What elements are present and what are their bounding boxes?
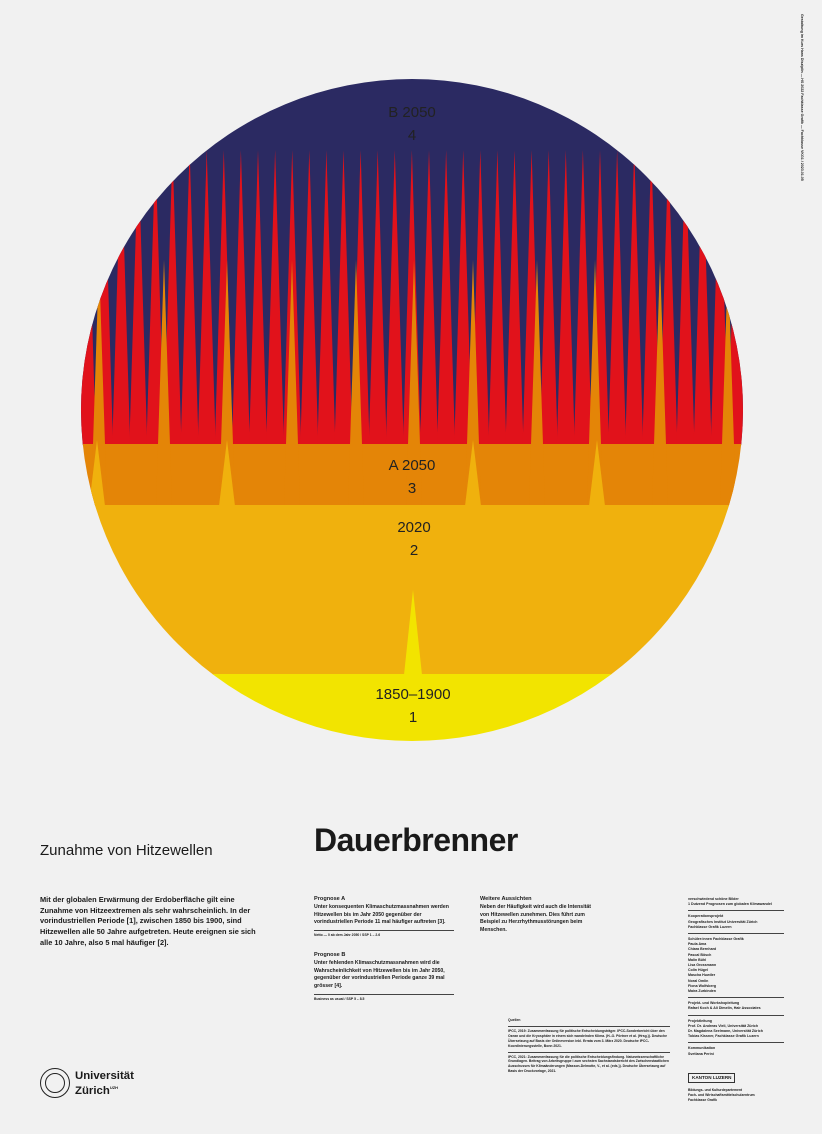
spike [89,440,105,506]
spike [573,150,592,446]
source-item: IPCC, 2019: Zusammenfassung für politisc… [508,1025,670,1049]
credit-group: Projektleitung Prof. Dr. Andreas Vieli, U… [688,1014,784,1040]
prognose-b-note: Business as usual / SSP 5 – 8.5 [314,994,454,1002]
spike [693,150,712,446]
spike [156,260,172,506]
spike [589,440,605,506]
vertical-note: Gestaltung im Kurs Hans Disziplin — HS 2… [800,14,804,181]
spike [420,150,438,446]
kanton-line: Fachklasse Grafik [688,1097,718,1102]
spike [710,150,729,446]
heatwave-circle-graphic [81,79,743,741]
spike [146,150,165,446]
spike [539,150,558,446]
credit-group: Projekt- und Workshopleitung Rafael Koch … [688,997,784,1011]
kanton-line: Fach- und Wirtschaftsmittelschulzentrum [688,1092,755,1097]
band-1850-1900-spike [404,590,422,675]
spike [652,260,668,506]
spike [529,260,545,506]
prognose-b-text: Unter fehlenden Klimaschutzmassnahmen wi… [314,959,445,990]
sources-heading: Quellen [508,1018,521,1022]
page-title: Dauerbrenner [314,822,518,858]
band-label-a-2050: A 2050 3 [388,457,436,497]
intro-text: Mit der globalen Erwärmung der Erdoberfl… [40,895,256,947]
spike [437,150,456,446]
spike [556,150,575,446]
spike [112,150,131,446]
prognose-a-heading: Prognose A [314,896,346,902]
spike [81,150,96,446]
spike [465,440,481,506]
prognose-b-heading: Prognose B [314,952,346,959]
aussichten-column: Weitere Aussichten Neben der Häufigkeit … [480,896,600,935]
credit-group: Kommunikation Svetlana Perini [688,1042,784,1056]
spike [91,260,107,506]
spike [720,260,736,506]
band-label-2020: 2020 2 [397,519,431,559]
credit-group: Kooperationsprojekt Geografisches Institu… [688,910,784,930]
university-logo: Universität ZürichUZH [40,1068,134,1098]
band-label-b-2050: B 2050 4 [388,104,436,144]
spike [197,150,216,446]
spike [488,150,507,446]
spike [266,150,285,446]
spike [625,150,644,446]
university-seal-icon [40,1068,70,1098]
sources-block: Quellen IPCC, 2019: Zusammenfassung für … [508,1018,670,1074]
band-2020-spikes [89,440,605,506]
band-a-2050-spikes [91,260,736,506]
credit-group: verschwiedend schöne Bilder 1 Dutzend Pro… [688,897,772,907]
spike [219,440,235,506]
credit-group: Schüler:innen Fachklasse Grafik Paula Am… [688,933,784,994]
spike [642,150,661,446]
spike [676,150,695,446]
spike [284,260,300,506]
spike [317,150,336,446]
source-item: IPCC, 2021: Zusammenfassung für die poli… [508,1051,670,1075]
spike [163,150,182,446]
spike [608,150,627,446]
university-name-line2: Zürich [75,1084,110,1097]
kanton-line: Bildungs- und Kulturdepartement [688,1088,743,1092]
university-name-line1: Universität [75,1069,134,1082]
spike [129,150,148,446]
spike [249,150,267,446]
kanton-logo: KANTON LUZERN [688,1073,736,1083]
spike [368,150,387,446]
subtitle: Zunahme von Hitzewellen [40,842,213,859]
spike [219,260,235,506]
spike [465,260,481,506]
credits-block: verschwiedend schöne Bilder 1 Dutzend Pro… [688,897,784,1057]
spike [505,150,524,446]
prognose-a-note: Netto — 0 ab dem Jahr 2050 / SSP 1 – 2.6 [314,930,454,938]
aussichten-heading: Weitere Aussichten [480,896,532,902]
university-sup: UZH [109,1084,119,1090]
kanton-logo-block: KANTON LUZERN Bildungs- und Kulturdepart… [688,1066,755,1103]
spike [348,260,364,506]
spike [454,150,473,446]
spike [300,150,319,446]
spike [334,150,353,446]
spike [406,260,422,506]
prognose-column: Prognose A Unter konsequenten Klimaschut… [314,896,454,1002]
spike [659,150,678,446]
aussichten-text: Neben der Häufigkeit wird auch die Inten… [480,903,591,934]
spike [385,150,404,446]
prognose-a-text: Unter konsequenten Klimaschutzmassnahmen… [314,903,449,926]
spike [180,150,199,446]
spike [587,260,603,506]
band-label-1850-1900: 1850–1900 1 [375,686,451,726]
spike [231,150,250,446]
